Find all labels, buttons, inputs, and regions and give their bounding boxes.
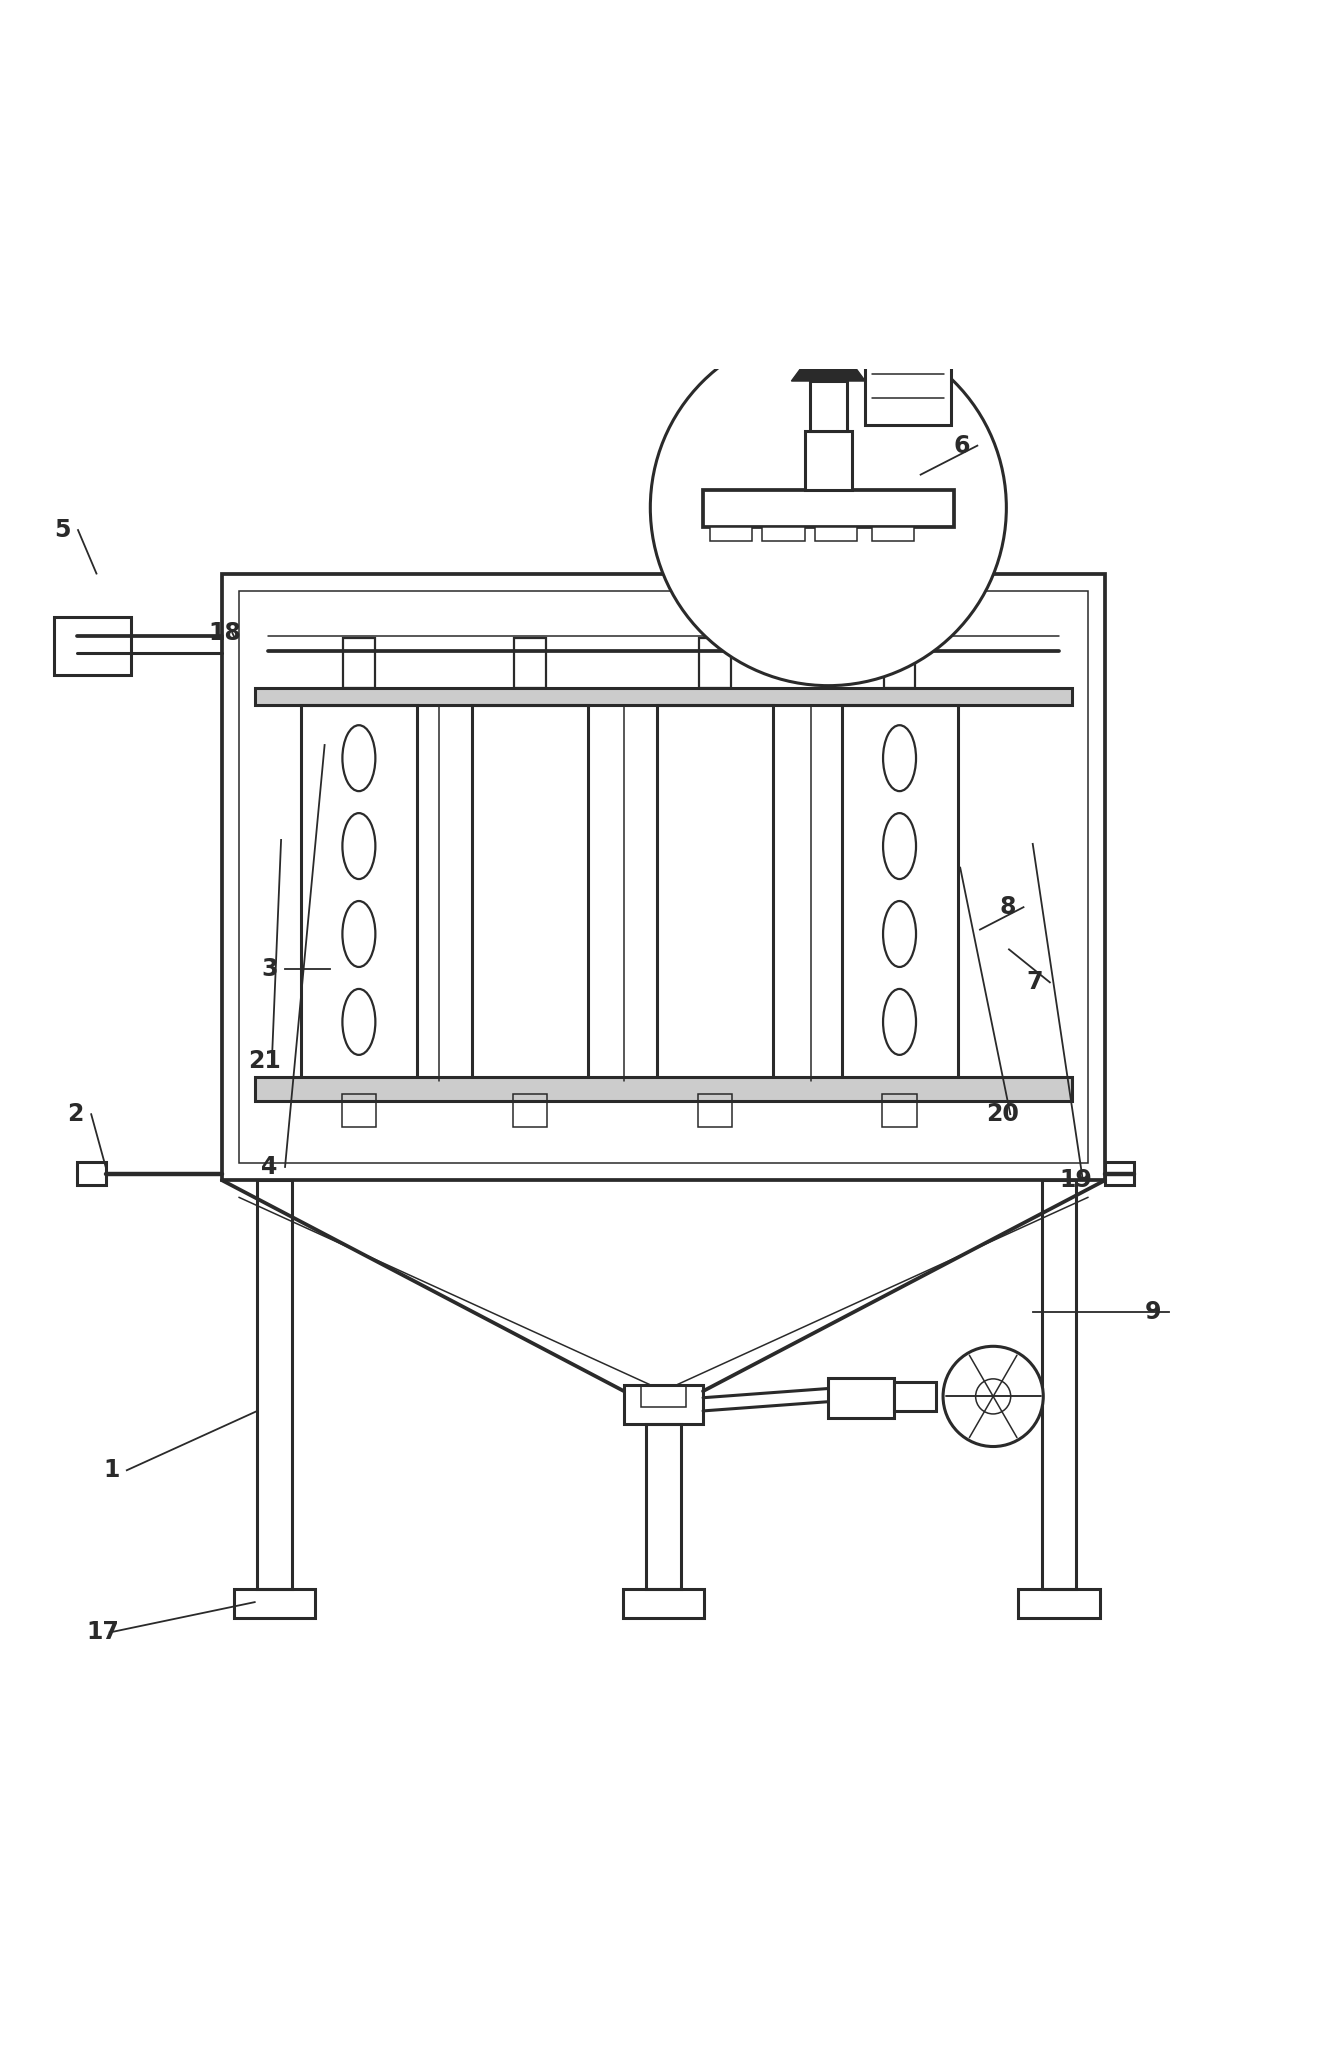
Bar bbox=[703, 490, 954, 527]
Bar bbox=[657, 706, 772, 1082]
Text: 18: 18 bbox=[208, 621, 242, 646]
Text: 1: 1 bbox=[104, 1458, 119, 1483]
Bar bbox=[515, 638, 547, 689]
Text: 20: 20 bbox=[986, 1103, 1019, 1127]
Circle shape bbox=[975, 1378, 1011, 1413]
Bar bbox=[301, 706, 417, 1082]
Bar bbox=[472, 706, 588, 1082]
Text: 3: 3 bbox=[261, 957, 277, 981]
Circle shape bbox=[650, 329, 1006, 685]
Bar bbox=[884, 638, 916, 689]
Bar bbox=[624, 1384, 703, 1423]
Bar bbox=[699, 638, 731, 689]
Bar bbox=[841, 706, 958, 1082]
Bar bbox=[698, 1094, 733, 1127]
Text: 7: 7 bbox=[1026, 971, 1043, 994]
Text: 19: 19 bbox=[1059, 1168, 1092, 1193]
Text: 2: 2 bbox=[68, 1103, 84, 1127]
Text: 8: 8 bbox=[999, 895, 1016, 919]
Bar bbox=[342, 1094, 376, 1127]
Bar bbox=[815, 527, 857, 541]
Bar bbox=[763, 527, 804, 541]
Bar bbox=[222, 574, 1105, 1181]
Bar bbox=[239, 590, 1088, 1162]
Bar bbox=[882, 1094, 917, 1127]
Bar bbox=[641, 1384, 686, 1407]
Text: 17: 17 bbox=[86, 1621, 119, 1644]
Text: 9: 9 bbox=[1145, 1300, 1161, 1325]
Bar bbox=[344, 638, 374, 689]
Bar bbox=[77, 1162, 106, 1185]
Bar bbox=[514, 1094, 548, 1127]
Bar bbox=[1105, 1162, 1135, 1185]
Bar bbox=[828, 1378, 894, 1417]
Text: 6: 6 bbox=[954, 434, 970, 457]
Text: 4: 4 bbox=[261, 1154, 277, 1179]
Bar bbox=[809, 381, 847, 432]
Bar bbox=[1018, 1588, 1100, 1619]
Circle shape bbox=[943, 1345, 1043, 1446]
Bar bbox=[234, 1588, 316, 1619]
Text: 5: 5 bbox=[54, 518, 70, 543]
Bar bbox=[646, 1423, 681, 1588]
Bar bbox=[1042, 1181, 1076, 1588]
Bar bbox=[255, 689, 1072, 706]
Bar bbox=[894, 1382, 937, 1411]
Bar bbox=[872, 527, 914, 541]
Bar bbox=[710, 527, 752, 541]
Bar bbox=[804, 432, 852, 490]
Bar bbox=[255, 1078, 1072, 1100]
Text: 21: 21 bbox=[248, 1049, 281, 1074]
Bar bbox=[622, 1588, 705, 1619]
Polygon shape bbox=[791, 331, 865, 381]
Bar bbox=[257, 1181, 292, 1588]
Bar bbox=[865, 356, 951, 424]
Bar bbox=[54, 617, 131, 675]
